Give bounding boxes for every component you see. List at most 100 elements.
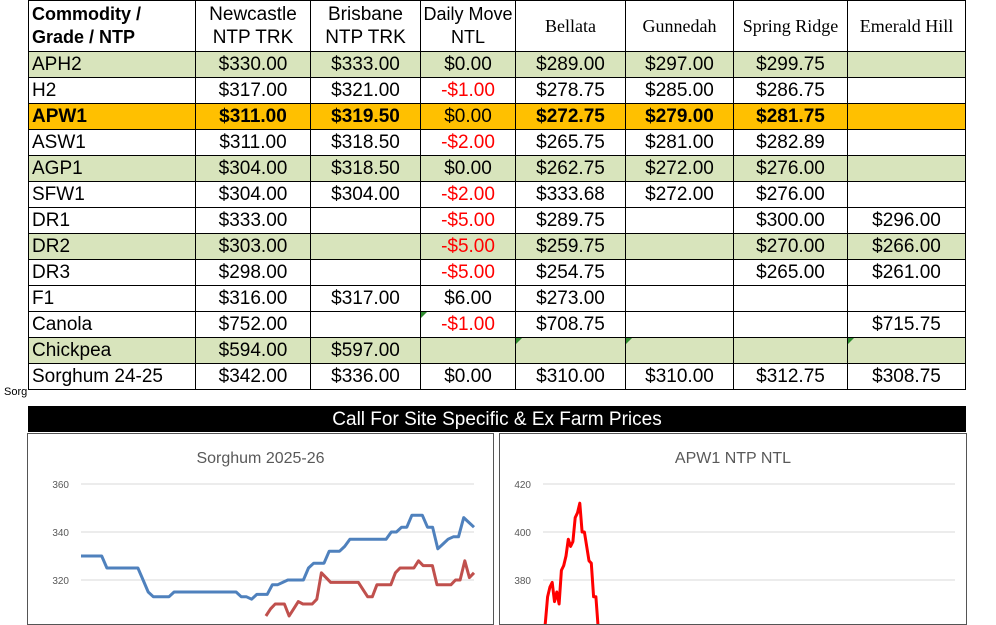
cell-commodity[interactable]: APW1 [28, 103, 196, 130]
cell-daily-move[interactable]: $0.00 [420, 363, 516, 390]
cell-emerald-hill[interactable]: $296.00 [847, 207, 966, 234]
cell-spring-ridge[interactable] [733, 285, 848, 312]
cell-brisbane[interactable]: $319.50 [310, 103, 421, 130]
cell-daily-move[interactable]: $0.00 [420, 155, 516, 182]
cell-brisbane[interactable] [310, 259, 421, 286]
cell-newcastle[interactable]: $316.00 [195, 285, 311, 312]
cell-spring-ridge[interactable]: $286.75 [733, 77, 848, 104]
cell-brisbane[interactable]: $336.00 [310, 363, 421, 390]
cell-daily-move[interactable]: -$5.00 [420, 233, 516, 260]
cell-daily-move[interactable]: -$5.00 [420, 207, 516, 234]
cell-gunnedah[interactable]: $279.00 [625, 103, 734, 130]
cell-emerald-hill[interactable] [847, 181, 966, 208]
cell-spring-ridge[interactable]: $276.00 [733, 181, 848, 208]
cell-bellata[interactable]: $259.75 [515, 233, 626, 260]
cell-newcastle[interactable]: $298.00 [195, 259, 311, 286]
cell-gunnedah[interactable]: $272.00 [625, 181, 734, 208]
cell-newcastle[interactable]: $594.00 [195, 337, 311, 364]
cell-emerald-hill[interactable]: $261.00 [847, 259, 966, 286]
cell-gunnedah[interactable]: $272.00 [625, 155, 734, 182]
cell-bellata[interactable]: $273.00 [515, 285, 626, 312]
cell-commodity[interactable]: SFW1 [28, 181, 196, 208]
cell-bellata[interactable]: $278.75 [515, 77, 626, 104]
cell-daily-move[interactable] [420, 337, 516, 364]
cell-emerald-hill[interactable] [847, 155, 966, 182]
cell-commodity[interactable]: AGP1 [28, 155, 196, 182]
cell-spring-ridge[interactable]: $299.75 [733, 51, 848, 78]
cell-gunnedah[interactable]: $281.00 [625, 129, 734, 156]
cell-commodity[interactable]: Canola [28, 311, 196, 338]
cell-spring-ridge[interactable] [733, 311, 848, 338]
cell-emerald-hill[interactable] [847, 129, 966, 156]
cell-daily-move[interactable]: $6.00 [420, 285, 516, 312]
cell-commodity[interactable]: APH2 [28, 51, 196, 78]
cell-daily-move[interactable]: $0.00 [420, 103, 516, 130]
cell-spring-ridge[interactable]: $282.89 [733, 129, 848, 156]
cell-newcastle[interactable]: $333.00 [195, 207, 311, 234]
cell-commodity[interactable]: Chickpea [28, 337, 196, 364]
cell-bellata[interactable]: $289.75 [515, 207, 626, 234]
cell-brisbane[interactable]: $317.00 [310, 285, 421, 312]
cell-spring-ridge[interactable]: $270.00 [733, 233, 848, 260]
cell-brisbane[interactable] [310, 207, 421, 234]
cell-bellata[interactable]: $254.75 [515, 259, 626, 286]
cell-daily-move[interactable]: -$2.00 [420, 129, 516, 156]
cell-spring-ridge[interactable]: $281.75 [733, 103, 848, 130]
cell-bellata[interactable]: $708.75 [515, 311, 626, 338]
cell-daily-move[interactable]: -$1.00 [420, 311, 516, 338]
cell-gunnedah[interactable] [625, 233, 734, 260]
cell-brisbane[interactable]: $318.50 [310, 155, 421, 182]
cell-gunnedah[interactable]: $285.00 [625, 77, 734, 104]
cell-brisbane[interactable]: $597.00 [310, 337, 421, 364]
cell-commodity[interactable]: ASW1 [28, 129, 196, 156]
cell-spring-ridge[interactable]: $265.00 [733, 259, 848, 286]
cell-spring-ridge[interactable]: $276.00 [733, 155, 848, 182]
cell-gunnedah[interactable]: $310.00 [625, 363, 734, 390]
cell-commodity[interactable]: Sorghum 24-25 [28, 363, 196, 390]
cell-gunnedah[interactable]: $297.00 [625, 51, 734, 78]
cell-spring-ridge[interactable] [733, 337, 848, 364]
cell-bellata[interactable]: $265.75 [515, 129, 626, 156]
cell-bellata[interactable]: $262.75 [515, 155, 626, 182]
cell-brisbane[interactable]: $321.00 [310, 77, 421, 104]
cell-emerald-hill[interactable]: $266.00 [847, 233, 966, 260]
cell-spring-ridge[interactable]: $300.00 [733, 207, 848, 234]
cell-newcastle[interactable]: $303.00 [195, 233, 311, 260]
cell-commodity[interactable]: DR1 [28, 207, 196, 234]
cell-newcastle[interactable]: $311.00 [195, 103, 311, 130]
cell-brisbane[interactable]: $318.50 [310, 129, 421, 156]
cell-commodity[interactable]: DR3 [28, 259, 196, 286]
cell-bellata[interactable]: $333.68 [515, 181, 626, 208]
cell-emerald-hill[interactable]: $308.75 [847, 363, 966, 390]
cell-newcastle[interactable]: $342.00 [195, 363, 311, 390]
cell-commodity[interactable]: F1 [28, 285, 196, 312]
cell-gunnedah[interactable] [625, 311, 734, 338]
cell-newcastle[interactable]: $304.00 [195, 181, 311, 208]
cell-brisbane[interactable]: $333.00 [310, 51, 421, 78]
cell-daily-move[interactable]: -$5.00 [420, 259, 516, 286]
cell-newcastle[interactable]: $330.00 [195, 51, 311, 78]
cell-daily-move[interactable]: -$1.00 [420, 77, 516, 104]
cell-emerald-hill[interactable] [847, 337, 966, 364]
cell-gunnedah[interactable] [625, 207, 734, 234]
cell-spring-ridge[interactable]: $312.75 [733, 363, 848, 390]
cell-newcastle[interactable]: $304.00 [195, 155, 311, 182]
cell-newcastle[interactable]: $752.00 [195, 311, 311, 338]
cell-newcastle[interactable]: $311.00 [195, 129, 311, 156]
cell-bellata[interactable]: $310.00 [515, 363, 626, 390]
cell-newcastle[interactable]: $317.00 [195, 77, 311, 104]
cell-bellata[interactable] [515, 337, 626, 364]
cell-daily-move[interactable]: -$2.00 [420, 181, 516, 208]
cell-commodity[interactable]: H2 [28, 77, 196, 104]
cell-daily-move[interactable]: $0.00 [420, 51, 516, 78]
cell-brisbane[interactable] [310, 233, 421, 260]
cell-bellata[interactable]: $289.00 [515, 51, 626, 78]
cell-bellata[interactable]: $272.75 [515, 103, 626, 130]
cell-emerald-hill[interactable] [847, 103, 966, 130]
cell-brisbane[interactable] [310, 311, 421, 338]
cell-emerald-hill[interactable] [847, 285, 966, 312]
cell-brisbane[interactable]: $304.00 [310, 181, 421, 208]
cell-emerald-hill[interactable] [847, 77, 966, 104]
cell-gunnedah[interactable] [625, 259, 734, 286]
cell-emerald-hill[interactable] [847, 51, 966, 78]
